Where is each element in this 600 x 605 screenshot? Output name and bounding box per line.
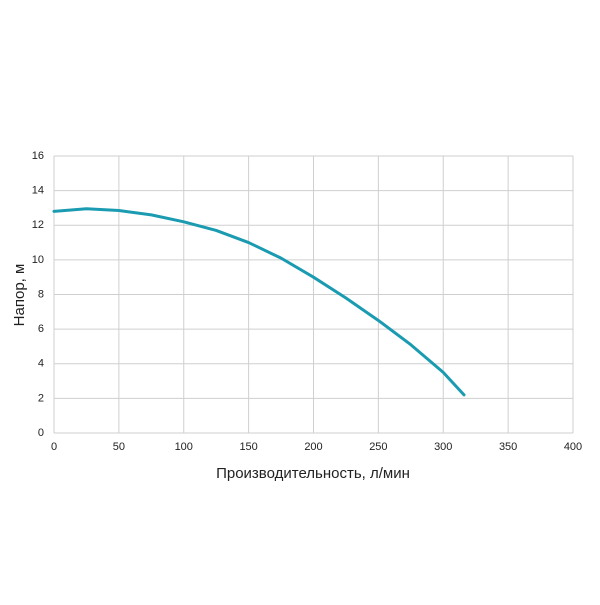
y-tick-label: 0 (38, 427, 44, 439)
y-tick-label: 12 (32, 219, 44, 231)
y-tick-label: 2 (38, 392, 44, 404)
x-tick-label: 100 (175, 441, 193, 453)
x-tick-label: 150 (239, 441, 257, 453)
x-tick-label: 400 (564, 441, 582, 453)
x-tick-label: 300 (434, 441, 452, 453)
x-axis-title: Производительность, л/мин (216, 465, 410, 482)
y-tick-label: 6 (38, 323, 44, 335)
x-tick-label: 0 (51, 441, 57, 453)
y-axis-title: Напор, м (11, 264, 28, 327)
y-tick-label: 14 (32, 185, 44, 197)
y-tick-label: 16 (32, 150, 44, 162)
x-tick-label: 250 (369, 441, 387, 453)
x-tick-label: 50 (113, 441, 125, 453)
y-tick-label: 4 (38, 358, 44, 370)
x-tick-label: 350 (499, 441, 517, 453)
y-tick-label: 10 (32, 254, 44, 266)
line-series (52, 207, 466, 397)
x-tick-label: 200 (304, 441, 322, 453)
y-tick-label: 8 (38, 288, 44, 300)
